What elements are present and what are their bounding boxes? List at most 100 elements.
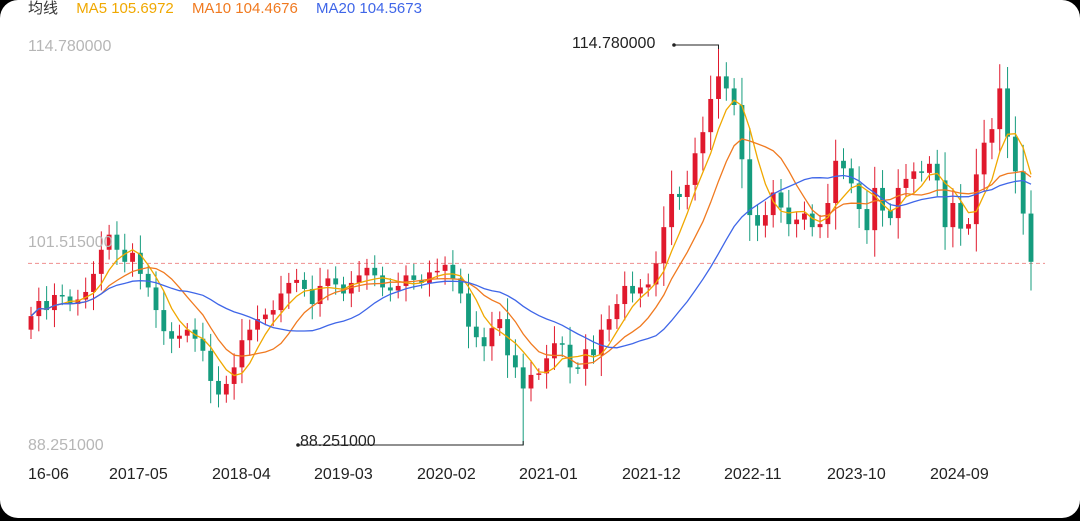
candle-body bbox=[302, 279, 307, 289]
candle-body bbox=[52, 294, 57, 311]
candle-body bbox=[403, 275, 409, 286]
candle-body bbox=[137, 252, 143, 274]
candle-body bbox=[333, 278, 339, 285]
candle-body bbox=[567, 344, 573, 368]
legend-ma5: MA5 105.6972 bbox=[76, 0, 174, 17]
candle-body bbox=[67, 296, 73, 305]
candle-body bbox=[106, 234, 112, 250]
candle-body bbox=[669, 193, 675, 228]
candle-body bbox=[286, 282, 292, 294]
candle-body bbox=[794, 219, 800, 225]
candle-body bbox=[1020, 171, 1026, 214]
x-tick-label: 2021-01 bbox=[519, 466, 578, 483]
candle-body bbox=[458, 278, 464, 294]
candle-body bbox=[177, 335, 182, 339]
candle-body bbox=[75, 299, 81, 305]
candle-body bbox=[200, 338, 206, 351]
candle-body bbox=[83, 291, 89, 300]
candle-body bbox=[692, 153, 698, 185]
candle-body bbox=[989, 129, 995, 143]
candle-body bbox=[387, 287, 393, 291]
candle-body bbox=[309, 288, 315, 305]
candle-body bbox=[973, 174, 979, 225]
candle-body bbox=[153, 287, 159, 311]
candle-body bbox=[786, 207, 792, 225]
candle-body bbox=[325, 278, 331, 286]
candle-body bbox=[317, 285, 323, 305]
min-leader-line bbox=[298, 441, 524, 446]
candle-body bbox=[59, 294, 65, 297]
candle-body bbox=[864, 209, 870, 231]
candle-body bbox=[809, 213, 815, 228]
candle-body bbox=[520, 367, 526, 389]
candle-body bbox=[434, 270, 440, 273]
legend-ma10: MA10 104.4676 bbox=[191, 0, 298, 17]
candle-body bbox=[130, 252, 135, 262]
candle-body bbox=[684, 184, 690, 197]
candle-body bbox=[262, 314, 268, 320]
min-leader-dot bbox=[296, 443, 300, 447]
candle-body bbox=[723, 76, 729, 89]
x-tick-label: 2018-04 bbox=[212, 466, 271, 483]
ma20-line bbox=[30, 174, 1032, 349]
candle-body bbox=[591, 349, 596, 356]
candle-body bbox=[614, 304, 620, 320]
candle-body bbox=[630, 285, 635, 294]
candle-body bbox=[934, 163, 940, 181]
candle-body bbox=[450, 264, 456, 279]
candle-body bbox=[208, 350, 214, 381]
candle-body bbox=[598, 329, 604, 356]
max-leader-dot bbox=[672, 43, 676, 47]
candle-body bbox=[239, 340, 245, 368]
candle-body bbox=[559, 343, 565, 345]
candle-body bbox=[1005, 88, 1010, 137]
candle-body bbox=[739, 105, 745, 160]
candle-body bbox=[356, 275, 362, 283]
candle-body bbox=[778, 192, 784, 208]
candle-body bbox=[1012, 136, 1018, 172]
candle-body bbox=[380, 275, 385, 288]
candle-body bbox=[762, 215, 768, 226]
candle-body bbox=[981, 142, 987, 175]
max-value-label: 114.780000 bbox=[572, 35, 656, 52]
candle-body bbox=[122, 249, 128, 262]
candle-body bbox=[270, 310, 276, 315]
candle-body bbox=[887, 210, 893, 219]
candle-body bbox=[91, 273, 96, 292]
x-tick-label: 2020-02 bbox=[417, 466, 476, 483]
candle-body bbox=[466, 293, 471, 327]
candle-body bbox=[294, 279, 300, 283]
candle-body bbox=[419, 279, 425, 283]
max-leader-line bbox=[674, 44, 719, 49]
candle-body bbox=[395, 285, 401, 291]
min-value-label: 88.251000 bbox=[300, 433, 376, 450]
candle-body bbox=[848, 168, 854, 184]
candle-body bbox=[661, 227, 667, 264]
candle-body bbox=[606, 319, 612, 330]
candle-body bbox=[28, 316, 34, 330]
candle-body bbox=[169, 331, 175, 339]
candle-body bbox=[708, 98, 714, 133]
candle-body bbox=[544, 358, 550, 374]
candle-body bbox=[802, 213, 807, 220]
candle-body bbox=[552, 343, 557, 359]
candle-body bbox=[950, 203, 956, 228]
candle-body bbox=[731, 88, 737, 106]
candle-body bbox=[966, 224, 971, 229]
candle-body bbox=[645, 284, 651, 288]
candle-body bbox=[98, 249, 104, 274]
candle-body bbox=[872, 187, 878, 231]
candle-body bbox=[716, 76, 721, 99]
candle-body bbox=[833, 160, 839, 204]
candle-body bbox=[653, 263, 659, 285]
y-tick-label: 114.780000 bbox=[28, 38, 112, 55]
candle-body bbox=[184, 329, 190, 336]
candle-body bbox=[536, 373, 542, 375]
candle-body bbox=[528, 374, 534, 389]
candle-body bbox=[411, 275, 417, 280]
candle-body bbox=[583, 349, 589, 369]
candle-body bbox=[841, 160, 846, 169]
candle-body bbox=[895, 187, 901, 219]
candle-body bbox=[247, 329, 253, 341]
x-tick-label: 2023-10 bbox=[827, 466, 886, 483]
